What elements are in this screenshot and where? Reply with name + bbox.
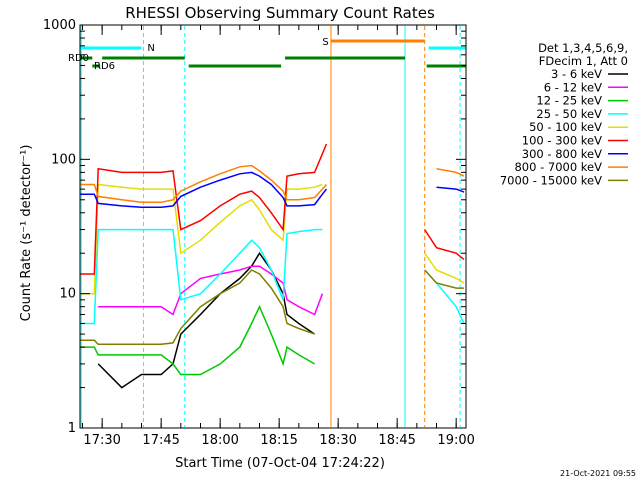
- legend-entry-label: 25 - 50 keV: [536, 107, 602, 121]
- x-axis-label: Start Time (07-Oct-04 17:24:22): [175, 456, 385, 471]
- series-line-9: [80, 269, 464, 346]
- legend-entry-label: 800 - 7000 keV: [514, 160, 602, 174]
- x-tick-label: 18:15: [260, 433, 297, 448]
- series-line-2: [98, 265, 324, 316]
- series-line-7: [80, 171, 465, 208]
- x-tick-label: 17:45: [142, 433, 179, 448]
- series-line-6: [80, 143, 465, 275]
- plot-area: N S RD0 RD6 1 10 100 1000 17:30 17:45 18:00 18:15 18…: [43, 18, 475, 448]
- legend-header-line: Det 1,3,4,5,6,9,: [538, 41, 628, 55]
- x-tick-label: 17:30: [83, 433, 120, 448]
- series-line-1: [97, 251, 316, 389]
- x-tick-label: 18:00: [201, 433, 238, 448]
- legend-entry-label: 50 - 100 keV: [529, 120, 602, 134]
- legend-entry-label: 3 - 6 keV: [551, 67, 602, 81]
- y-tick-label: 1: [68, 421, 76, 436]
- y-tick-label: 1000: [43, 18, 76, 33]
- x-tick-label: 18:45: [378, 433, 415, 448]
- legend-entry-label: 7000 - 15000 keV: [500, 173, 602, 187]
- series-line-5: [80, 183, 465, 295]
- legend: Det 1,3,4,5,6,9,FDecim 1, Att 03 - 6 keV…: [500, 41, 628, 187]
- plot-frame: [79, 24, 467, 429]
- night-label: N: [147, 43, 154, 54]
- series-line-8: [80, 164, 465, 203]
- y-tick-label: 10: [59, 287, 76, 302]
- footer-date: 21-Oct-2021 09:55: [560, 469, 636, 478]
- x-tick-label: 18:30: [319, 433, 356, 448]
- y-axis-label: Count Rate (s⁻¹ detector⁻¹): [19, 145, 34, 322]
- y-tick-label: 100: [51, 152, 76, 167]
- legend-header-line: FDecim 1, Att 0: [539, 54, 628, 68]
- legend-entry-label: 300 - 800 keV: [522, 147, 602, 161]
- legend-entry-label: 100 - 300 keV: [522, 134, 602, 148]
- rd6-label: RD6: [94, 61, 115, 72]
- series-line-4: [80, 228, 465, 325]
- series-line-3: [80, 304, 315, 376]
- rd0-label: RD0: [68, 53, 89, 64]
- x-tick-label: 19:00: [437, 433, 474, 448]
- legend-entry-label: 6 - 12 keV: [544, 80, 602, 94]
- saa-label: S: [322, 37, 328, 48]
- chart-title: RHESSI Observing Summary Count Rates: [125, 4, 435, 22]
- legend-entry-label: 12 - 25 keV: [536, 94, 602, 108]
